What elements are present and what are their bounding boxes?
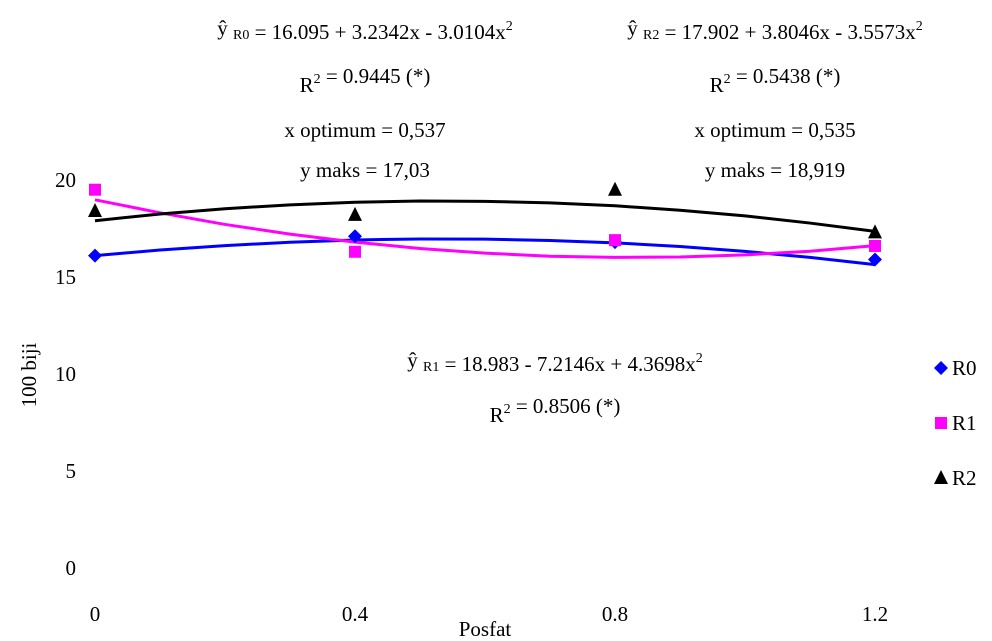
annotation: y maks = 18,919 bbox=[705, 158, 845, 182]
superscript: 2 bbox=[504, 402, 511, 417]
annotation-text: = 16.095 + 3.2342x - 3.0104x bbox=[249, 20, 506, 44]
annotation-text: R bbox=[710, 73, 724, 97]
point bbox=[869, 239, 881, 252]
superscript: 2 bbox=[724, 72, 731, 87]
annotation-text: ŷ bbox=[627, 16, 643, 40]
subscript: R2 bbox=[643, 28, 659, 43]
point bbox=[608, 181, 622, 196]
y-tick-label: 15 bbox=[55, 265, 76, 289]
annotation-text: ŷ bbox=[217, 16, 233, 40]
annotation: R2 = 0.5438 (*) bbox=[710, 64, 841, 97]
annotation-text: y maks = 18,919 bbox=[705, 158, 845, 182]
annotation-text: = 0.8506 (*) bbox=[511, 394, 621, 418]
legend-marker bbox=[934, 361, 948, 375]
x-tick-label: 0 bbox=[90, 602, 101, 626]
annotation-text: = 18.983 - 7.2146x + 4.3698x bbox=[439, 352, 696, 376]
trend-line bbox=[94, 199, 876, 233]
point bbox=[868, 252, 882, 267]
annotation-text: x optimum = 0,537 bbox=[284, 118, 445, 142]
superscript: 2 bbox=[916, 19, 923, 34]
annotation-text: R bbox=[300, 73, 314, 97]
point bbox=[348, 229, 362, 244]
point bbox=[868, 224, 882, 239]
annotation: ŷ R2 = 17.902 + 3.8046x - 3.5573x2 bbox=[627, 16, 923, 44]
annotation: R2 = 0.9445 (*) bbox=[300, 64, 431, 97]
annotation: x optimum = 0,537 bbox=[284, 118, 445, 142]
legend-label: R1 bbox=[952, 411, 977, 435]
annotation: y maks = 17,03 bbox=[300, 158, 430, 182]
point bbox=[609, 234, 621, 247]
y-tick-label: 0 bbox=[66, 556, 77, 580]
x-tick-label: 0.4 bbox=[342, 602, 369, 626]
annotation-text: R bbox=[490, 403, 504, 427]
superscript: 2 bbox=[696, 351, 703, 366]
x-tick-label: 1.2 bbox=[862, 602, 888, 626]
legend-marker bbox=[934, 470, 948, 484]
legend-label: R2 bbox=[952, 466, 977, 490]
point bbox=[89, 183, 101, 196]
subscript: R0 bbox=[233, 28, 249, 43]
subscript: R1 bbox=[423, 360, 439, 375]
x-axis-label: Posfat bbox=[459, 617, 512, 641]
annotation-text: = 0.5438 (*) bbox=[731, 64, 841, 88]
point bbox=[349, 245, 361, 258]
superscript: 2 bbox=[314, 72, 321, 87]
annotation: ŷ R1 = 18.983 - 7.2146x + 4.3698x2 bbox=[407, 348, 703, 376]
annotation-text: y maks = 17,03 bbox=[300, 158, 430, 182]
annotation: R2 = 0.8506 (*) bbox=[490, 394, 621, 427]
point bbox=[348, 206, 362, 221]
x-tick-label: 0.8 bbox=[602, 602, 628, 626]
trend-line bbox=[94, 237, 876, 267]
annotation: x optimum = 0,535 bbox=[694, 118, 855, 142]
annotation-text: = 0.9445 (*) bbox=[321, 64, 431, 88]
legend-marker bbox=[935, 417, 947, 429]
y-tick-label: 20 bbox=[55, 168, 76, 192]
legend-label: R0 bbox=[952, 356, 977, 380]
y-tick-label: 5 bbox=[66, 459, 77, 483]
annotation-text: ŷ bbox=[407, 348, 423, 372]
annotation: ŷ R0 = 16.095 + 3.2342x - 3.0104x2 bbox=[217, 16, 513, 44]
y-axis-label: 100 biji bbox=[17, 342, 41, 407]
point bbox=[88, 248, 102, 263]
trend-line bbox=[94, 198, 876, 259]
annotation-text: x optimum = 0,535 bbox=[694, 118, 855, 142]
superscript: 2 bbox=[506, 19, 513, 34]
y-tick-label: 10 bbox=[55, 362, 76, 386]
annotation-text: = 17.902 + 3.8046x - 3.5573x bbox=[659, 20, 916, 44]
point bbox=[88, 203, 102, 218]
